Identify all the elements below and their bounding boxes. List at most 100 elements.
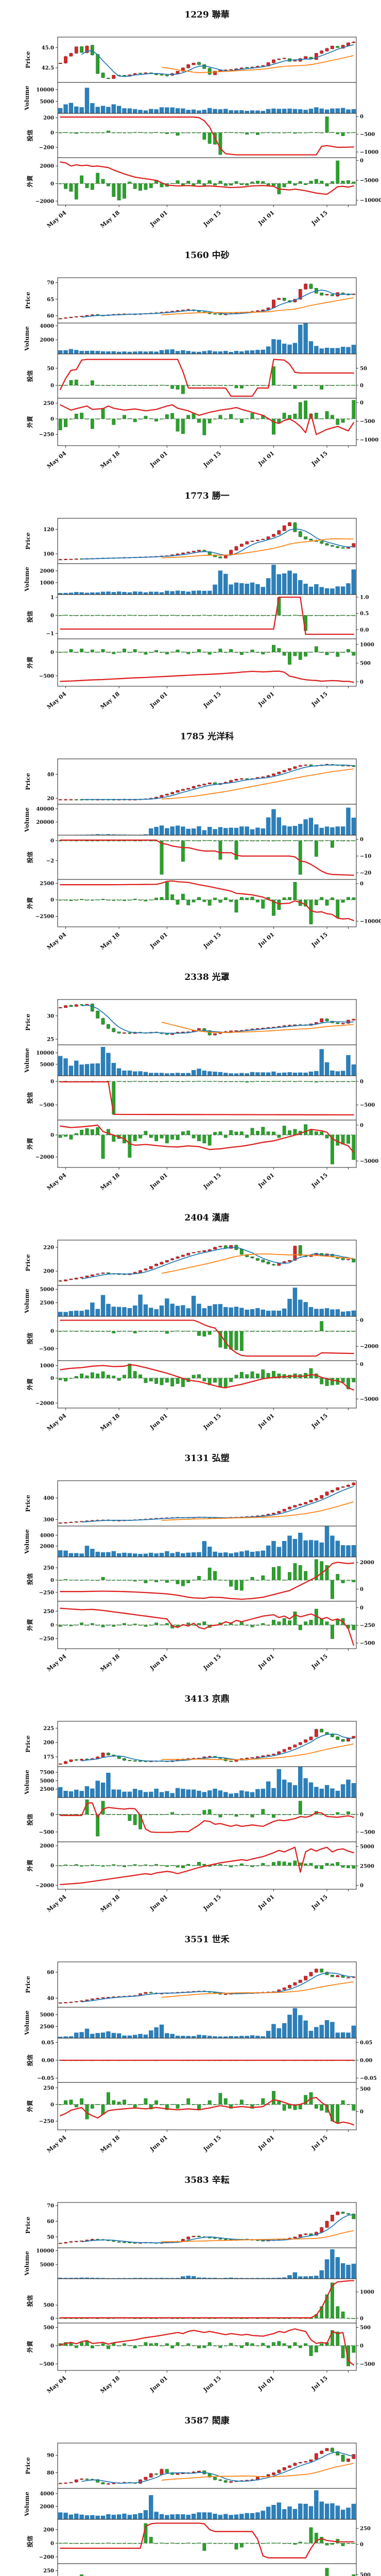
volume-axis-label: Volume [23,2251,30,2276]
y-tick-label: 2500 [360,1863,374,1869]
y-tick-label: −250 [360,1623,375,1629]
stock-chart-2338: 2338 光罩2530Price500010000Volume0−5000−50… [0,962,381,1203]
y-tick-label: −200 [39,145,54,150]
volume-axis-label: Volume [23,2492,30,2517]
y-tick-label: 2000 [40,2504,54,2510]
inv-axis-label: 投信 [26,1573,33,1585]
price-panel: 175 200 225 Price [24,1726,356,1765]
y-tick-label: 0 [50,2343,54,2349]
price-axis-label: Price [24,1013,31,1030]
y-tick-label: 0 [50,1079,54,1084]
y-tick-label: 0 [360,2316,363,2321]
y-tick-label: 0 [360,1883,363,1889]
y-tick-label: 2500 [40,1300,54,1306]
y-tick-label: −0.05 [37,2076,54,2081]
chart-title: 2338 光罩 [184,972,229,982]
y-tick-label: 0 [50,1132,54,1138]
frn-panel: −250 0 250 0 −500 −1000 [39,400,378,443]
frn-panel: −2000 0 2000 0 −5000 −10000 [36,158,381,205]
volume-panel: 5000 10000 Volume [23,1047,356,1076]
y-tick-label: −5000 [360,1159,378,1164]
y-tick-label: 0 [360,400,363,406]
y-tick-label: 0.05 [360,2040,372,2046]
stock-chart-3583: 3583 辛耘506070Price500010000Volume0500010… [0,2165,381,2406]
y-tick-label: −250 [39,432,54,438]
y-tick-label: −500 [39,2362,54,2367]
price-axis-label: Price [24,1495,31,1512]
frn-panel-border [57,398,357,446]
y-tick-label: 0 [360,1812,363,1818]
y-tick-label: 250 [43,1566,54,1571]
inv-axis-label: 投信 [26,2535,33,2548]
frn-axis-label: 外資 [26,1859,33,1872]
y-tick-label: 0.00 [360,2058,372,2064]
price-panel: 40 60 Price [24,1968,356,2004]
price-panel: 60 65 70 Price [24,280,356,319]
price-axis-label: Price [24,532,31,549]
y-tick-label: 0 [360,383,363,388]
y-tick-label: 40 [47,1996,54,2002]
volume-axis-label: Volume [23,86,30,111]
frn-panel: 0 −2000 0 −5000 [36,1123,378,1164]
y-tick-label: −250 [39,1590,54,1596]
stock-chart-3131: 3131 弘塑 300 400 Price 2000 4000 Volume −250 0 250… [0,1444,381,1684]
price-panel: 200 220 Price [24,1244,356,1282]
price-panel: 100 120 Price [24,521,356,561]
y-tick-label: 400 [43,1496,54,1501]
y-tick-label: 5000 [360,1844,374,1850]
y-tick-label: 500 [360,2087,371,2092]
y-tick-label: 2500 [40,1787,54,1792]
y-tick-label: 50 [47,366,54,371]
price-axis-label: Price [24,1735,31,1752]
stock-chart-block-3551: 3551 世禾 40 60 Price 2500 5000 Volume 0.05 0.00 −0… [0,1925,381,2165]
y-tick-label: 300 [43,1517,54,1523]
volume-panel: 2500 5000 Volume [23,2008,356,2038]
inv-panel: 0 50 0 50 [47,359,367,397]
price-panel: 42.5 45.0 Price [24,41,356,79]
price-panel: 50 60 70 Price [24,2204,356,2244]
y-tick-label: 0 [360,158,363,164]
inv-axis-label: 投信 [26,1092,33,1104]
y-tick-label: 0.0 [360,628,369,633]
y-tick-label: 0 [50,2316,54,2321]
y-tick-label: −2000 [36,1401,54,1406]
y-tick-label: 70 [47,2204,54,2209]
price-axis-label: Price [24,773,31,790]
y-tick-label: −10000 [360,198,381,204]
y-tick-label: 2000 [40,337,54,343]
y-tick-label: −500 [360,1829,375,1835]
y-tick-label: −0.05 [360,2076,377,2081]
price-axis-label: Price [24,2457,31,2474]
volume-axis-label: Volume [23,1770,30,1795]
frn-axis-label: 外資 [26,897,33,909]
y-tick-label: −1000 [360,149,378,155]
y-tick-label: 0 [360,882,363,887]
price-panel: 25 30 Price [24,1004,356,1043]
price-axis-label: Price [24,2216,31,2233]
y-tick-label: 5000 [40,2262,54,2268]
y-tick-label: −500 [360,132,375,138]
y-tick-label: 5000 [40,1062,54,1067]
y-tick-label: 250 [43,2086,54,2091]
y-tick-label: 200 [43,2527,54,2533]
frn-axis-label: 外資 [26,1378,33,1391]
y-tick-label: −1 [46,631,54,637]
inv-panel: −500 0 0 −2000 [39,1318,378,1357]
y-tick-label: −2000 [36,1155,54,1160]
frn-panel: −2000 0 2000 0 2500 5000 [36,1843,374,1889]
inv-panel: 0 −500 0 −500 [39,1079,375,1116]
y-tick-label: 0.5 [360,611,369,617]
frn-axis-label: 外資 [26,1138,33,1150]
stock-chart-block-1560: 1560 中砂 60 65 70 Price 2000 4000 Volume 0 50 0 50 投信… [0,241,381,481]
y-tick-label: 0 [360,680,363,685]
y-tick-label: 225 [43,1726,54,1732]
y-tick-label: 4000 [40,1533,54,1538]
y-tick-label: 0 [360,1079,363,1084]
stock-chart-1560: 1560 中砂 60 65 70 Price 2000 4000 Volume 0 50 0 50 投信… [0,241,381,481]
frn-axis-label: 外資 [26,175,33,188]
y-tick-label: 0 [360,114,363,120]
y-tick-label: 50 [47,2234,54,2240]
y-tick-label: 45.0 [42,45,54,51]
y-tick-label: 220 [43,1245,54,1250]
